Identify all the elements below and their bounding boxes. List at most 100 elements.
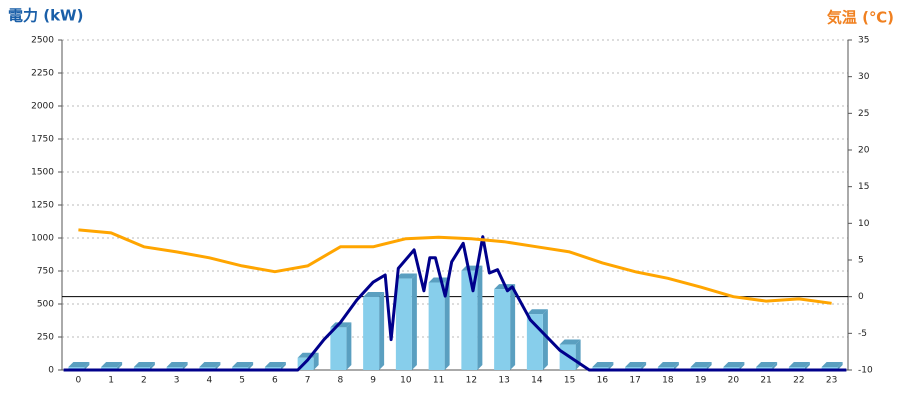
bar-side [641, 362, 647, 370]
y-tick-label: 2500 [31, 36, 54, 46]
x-tick-label: 13 [498, 376, 509, 386]
x-tick-label: 15 [564, 376, 575, 386]
y2-axis-title: 気温 (℃) [827, 9, 894, 27]
x-tick-label: 5 [239, 376, 245, 386]
bar-top [363, 292, 385, 298]
x-tick-label: 9 [370, 376, 376, 386]
y-axis-title: 電力 (kW) [8, 7, 83, 25]
x-tick-label: 12 [466, 376, 477, 386]
y2-tick-label: 10 [858, 219, 870, 229]
bar-side [346, 322, 352, 370]
bar [428, 282, 445, 370]
y2-tick-label: 25 [858, 109, 869, 119]
bar [461, 270, 478, 370]
x-tick-label: 20 [728, 376, 740, 386]
x-tick-label: 21 [760, 376, 771, 386]
x-tick-label: 6 [272, 376, 278, 386]
bar-top [625, 362, 647, 367]
x-tick-label: 4 [207, 376, 213, 386]
y-tick-label: 250 [37, 333, 54, 343]
bar-side [510, 284, 516, 370]
x-tick-label: 8 [338, 376, 344, 386]
bar-top [821, 362, 843, 367]
bar-side [608, 362, 614, 370]
y2-tick-label: 35 [858, 36, 869, 46]
y-tick-label: 2000 [31, 102, 54, 112]
y2-tick-label: 0 [858, 292, 864, 302]
bar-top [788, 362, 810, 367]
bar-side [772, 362, 778, 370]
x-tick-label: 3 [174, 376, 180, 386]
bar-side [84, 362, 90, 370]
y2-tick-label: 5 [858, 256, 864, 266]
x-tick-label: 18 [662, 376, 674, 386]
bar-top [428, 277, 450, 283]
x-tick-label: 14 [531, 376, 543, 386]
y-tick-label: 2250 [31, 69, 54, 79]
x-tick-label: 19 [695, 376, 707, 386]
x-tick-label: 22 [793, 376, 804, 386]
y2-tick-label: 30 [858, 72, 870, 82]
bar-side [673, 362, 679, 370]
bar-side [411, 273, 417, 370]
y2-tick-label: -10 [858, 366, 873, 376]
bar-top [166, 362, 188, 367]
bar-top [559, 339, 581, 345]
y2-tick-label: 15 [858, 182, 869, 192]
bar [363, 297, 380, 370]
bar-side [837, 362, 843, 370]
bar-side [313, 352, 319, 370]
x-tick-label: 7 [305, 376, 311, 386]
bar [559, 344, 576, 370]
bar-top [101, 362, 123, 367]
y-tick-label: 0 [48, 366, 54, 376]
bar-top [526, 309, 548, 315]
y2-tick-label: 20 [858, 146, 870, 156]
bar [330, 327, 347, 370]
bar-side [280, 362, 286, 370]
y2-tick-label: -5 [858, 329, 867, 339]
y-tick-label: 750 [37, 267, 54, 277]
bar-side [444, 277, 450, 370]
bar-side [804, 362, 810, 370]
bar-top [199, 362, 221, 367]
x-tick-label: 1 [108, 376, 114, 386]
bar-top [723, 362, 745, 367]
bar-side [215, 362, 221, 370]
bar-top [133, 362, 155, 367]
x-tick-label: 11 [433, 376, 444, 386]
y-tick-label: 1500 [31, 168, 54, 178]
y-tick-label: 500 [37, 300, 54, 310]
y-tick-label: 1250 [31, 201, 54, 211]
y-tick-label: 1750 [31, 135, 54, 145]
bar-side [739, 362, 745, 370]
bar-top [264, 362, 286, 367]
bar [395, 278, 412, 370]
bar-top [592, 362, 614, 367]
bar-top [395, 273, 417, 279]
x-tick-label: 0 [76, 376, 82, 386]
bar-top [756, 362, 778, 367]
bar [494, 289, 511, 370]
bar-top [232, 362, 254, 367]
y-tick-label: 1000 [31, 234, 54, 244]
x-tick-label: 2 [141, 376, 147, 386]
x-tick-label: 10 [400, 376, 412, 386]
bar-side [477, 265, 483, 370]
bar-side [706, 362, 712, 370]
bar-side [149, 362, 155, 370]
bar-side [182, 362, 188, 370]
bar-side [542, 309, 548, 370]
bar-top [690, 362, 712, 367]
bar-side [117, 362, 123, 370]
bar-side [248, 362, 254, 370]
line [78, 228, 832, 305]
bar-top [68, 362, 90, 367]
bar-top [657, 362, 679, 367]
bar-side [379, 292, 385, 370]
x-tick-label: 17 [629, 376, 640, 386]
x-tick-label: 16 [597, 376, 609, 386]
line [63, 235, 847, 372]
x-tick-label: 23 [826, 376, 837, 386]
